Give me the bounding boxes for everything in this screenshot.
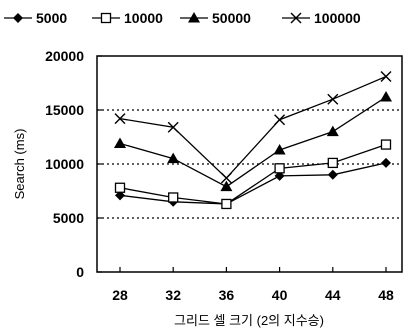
legend-marker [100, 12, 112, 24]
data-point [380, 91, 392, 102]
x-tick-label: 40 [272, 287, 288, 303]
data-point [114, 137, 126, 148]
series-line [119, 143, 387, 205]
data-point [326, 125, 339, 137]
data-point [274, 163, 285, 174]
y-tick-label: 0 [76, 264, 84, 280]
data-point [114, 113, 126, 125]
legend-item: 5000 [4, 10, 67, 26]
data-point [381, 157, 391, 168]
series-10000 [114, 139, 392, 210]
data-point [327, 157, 338, 169]
x-axis: 28 32 36 40 44 48 [112, 267, 394, 303]
series-line [119, 96, 387, 188]
legend-item: 10000 [92, 10, 163, 26]
legend-label: 5000 [36, 10, 67, 26]
series-100000 [114, 71, 392, 184]
legend: 5000 10000 50000 100000 [4, 10, 361, 26]
data-point [114, 182, 126, 193]
grid-lines [97, 109, 402, 219]
series-group [114, 71, 392, 210]
data-point [168, 192, 179, 203]
legend-item: 50000 [180, 10, 251, 26]
series-50000 [114, 91, 392, 192]
data-point [220, 180, 233, 192]
legend-marker [13, 13, 23, 23]
data-point [380, 139, 392, 150]
x-tick-label: 44 [325, 287, 341, 303]
x-tick-label: 48 [378, 287, 394, 303]
data-point [273, 143, 286, 155]
y-tick-label: 10000 [45, 156, 84, 172]
data-point [380, 71, 392, 83]
series-5000 [115, 157, 391, 209]
data-point [220, 172, 232, 184]
legend-marker [188, 12, 200, 23]
data-point [167, 152, 180, 164]
y-tick-label: 15000 [45, 102, 84, 118]
y-tick-label: 5000 [53, 210, 84, 226]
legend-label: 10000 [124, 10, 163, 26]
data-point [221, 198, 232, 210]
x-axis-label: 그리드 셀 크기 (2의 지수승) [174, 313, 324, 328]
data-point [327, 93, 339, 105]
y-axis: 0 5000 10000 15000 20000 [45, 48, 102, 280]
series-line [119, 162, 387, 205]
data-point [167, 121, 179, 133]
legend-label: 100000 [314, 10, 361, 26]
y-tick-label: 20000 [45, 48, 84, 64]
x-tick-label: 32 [165, 287, 181, 303]
x-tick-label: 36 [219, 287, 235, 303]
series-line [119, 75, 387, 179]
x-tick-label: 28 [112, 287, 128, 303]
legend-label: 50000 [212, 10, 251, 26]
legend-marker [290, 12, 302, 24]
legend-item: 100000 [282, 10, 361, 26]
data-point [274, 114, 286, 126]
y-axis-label: Search (ms) [12, 129, 27, 200]
data-point [327, 169, 338, 180]
